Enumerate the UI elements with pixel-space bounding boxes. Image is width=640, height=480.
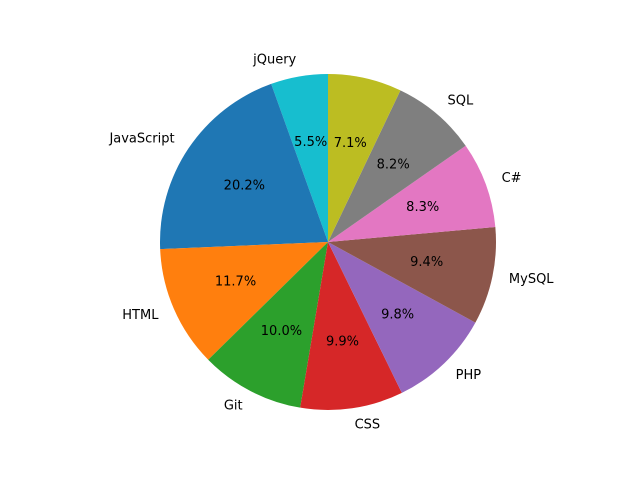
- category-label-sql: SQL: [447, 94, 473, 109]
- pie-slice-git: [208, 242, 328, 408]
- category-label-git: Git: [224, 398, 243, 413]
- pie-slice-css: [300, 242, 402, 410]
- pct-label-php: 9.8%: [381, 307, 414, 322]
- category-labels: jQuery JavaScript HTML Git CSS PHP MySQL C# SQL: [108, 52, 554, 432]
- category-label-css: CSS: [355, 417, 381, 432]
- pct-label-javascript: 20.2%: [224, 178, 265, 193]
- category-label-jquery: jQuery: [252, 52, 296, 67]
- pie-slice-unlabeled: [328, 74, 401, 242]
- pie-slice-mysql: [328, 226, 497, 323]
- category-label-php: PHP: [456, 368, 482, 383]
- category-label-mysql: MySQL: [509, 272, 554, 287]
- pct-label-sql: 8.2%: [377, 158, 410, 173]
- pie-slice-php: [328, 242, 476, 393]
- pie-slices: [159, 74, 497, 410]
- pie-slice-html: [160, 242, 328, 360]
- category-label-javascript: JavaScript: [108, 131, 174, 146]
- pie-slice-csharp: [328, 145, 496, 242]
- pct-label-html: 11.7%: [215, 275, 256, 290]
- pie-slice-jquery: [271, 74, 328, 242]
- category-label-csharp: C#: [502, 171, 522, 186]
- pct-label-jquery: 5.5%: [294, 135, 327, 150]
- percentage-labels: 5.5% 20.2% 11.7% 10.0% 9.9% 9.8% 9.4% 8.3% 8.2% 7…: [215, 135, 443, 349]
- pct-label-mysql: 9.4%: [410, 255, 443, 270]
- pct-label-css: 9.9%: [326, 334, 359, 349]
- pct-label-csharp: 8.3%: [406, 200, 439, 215]
- pie-slice-javascript: [159, 83, 328, 250]
- pct-label-git: 10.0%: [261, 324, 302, 339]
- pct-label-unlabeled: 7.1%: [334, 136, 367, 151]
- category-label-html: HTML: [122, 308, 159, 323]
- pie-slice-sql: [328, 90, 466, 242]
